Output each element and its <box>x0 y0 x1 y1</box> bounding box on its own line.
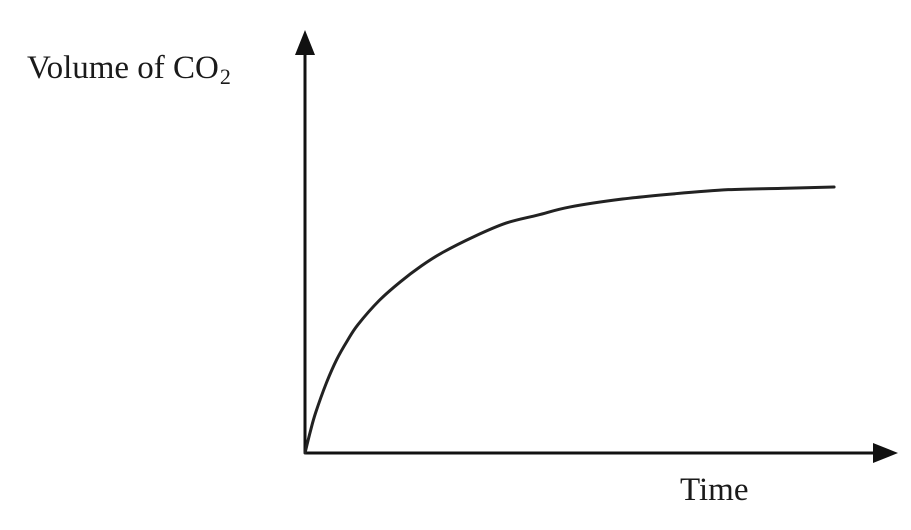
y-axis-arrow-icon <box>295 30 315 55</box>
y-axis-label-subscript: 2 <box>219 64 231 89</box>
y-axis-label: Volume of CO2 <box>27 50 231 88</box>
x-axis-label: Time <box>680 472 749 508</box>
series-layer <box>303 185 836 455</box>
x-axis-arrow-icon <box>873 443 898 463</box>
y-axis-label-main: Volume of CO <box>27 50 219 86</box>
series-line-0 <box>303 185 836 455</box>
axes <box>295 30 898 463</box>
